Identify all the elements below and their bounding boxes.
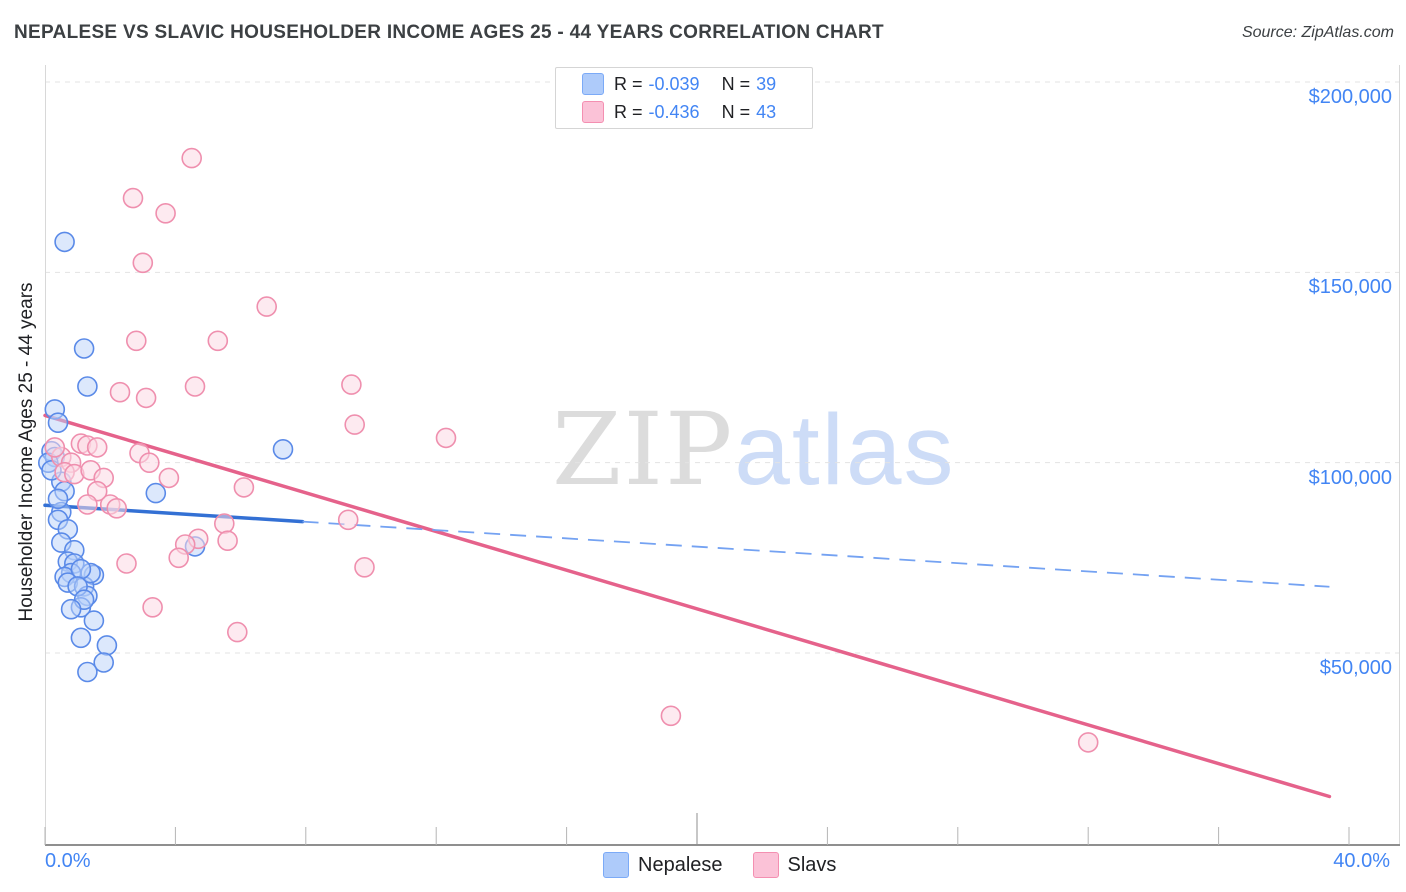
- correlation-legend-box: R = -0.039 N = 39 R = -0.436 N = 43: [555, 67, 813, 129]
- scatter-point-nepalese[interactable]: [47, 488, 69, 510]
- scatter-point-slavs[interactable]: [207, 330, 229, 352]
- scatter-point-slavs[interactable]: [341, 374, 362, 395]
- scatter-point-nepalese[interactable]: [272, 438, 294, 460]
- scatter-point-slavs[interactable]: [126, 330, 147, 352]
- y-tick-label-150k: $150,000: [1308, 276, 1392, 298]
- scatter-point-slavs[interactable]: [116, 553, 137, 574]
- watermark-zip: ZIP: [552, 391, 735, 508]
- legend-row-nepalese: R = -0.039 N = 39: [582, 73, 812, 95]
- y-axis-title: Householder Income Ages 25 - 44 years: [16, 282, 37, 622]
- scatter-point-slavs[interactable]: [158, 467, 180, 489]
- scatter-point-slavs[interactable]: [109, 381, 131, 403]
- scatter-point-nepalese[interactable]: [60, 598, 82, 620]
- scatter-point-slavs[interactable]: [184, 376, 206, 397]
- r-label: R =: [614, 73, 643, 94]
- scatter-point-slavs[interactable]: [227, 621, 248, 643]
- y-tick-label-200k: $200,000: [1308, 86, 1392, 108]
- scatter-point-nepalese[interactable]: [83, 610, 105, 631]
- slavs-legend-swatch-icon: [752, 852, 779, 878]
- scatter-point-nepalese[interactable]: [145, 482, 167, 504]
- scatter-point-slavs[interactable]: [1077, 732, 1099, 753]
- slavs-swatch-icon: [582, 101, 604, 123]
- n-label: N =: [721, 101, 751, 122]
- zipatlas-watermark: ZIPatlas: [552, 400, 956, 501]
- nepalese-legend-swatch-icon: [603, 852, 629, 878]
- n-label: N =: [721, 73, 751, 94]
- x-axis-min-label: 0.0%: [45, 850, 91, 872]
- scatter-point-nepalese[interactable]: [70, 558, 92, 580]
- scatter-point-slavs[interactable]: [77, 494, 98, 515]
- y-tick-label-50k: $50,000: [1319, 657, 1392, 679]
- nepalese-swatch-icon: [582, 73, 604, 95]
- scatter-point-slavs[interactable]: [217, 530, 238, 552]
- scatter-point-slavs[interactable]: [660, 705, 682, 727]
- n-value-slavs: 43: [756, 101, 777, 122]
- r-value-nepalese: -0.039: [648, 73, 700, 94]
- source-attribution: Source: ZipAtlas.com: [1241, 24, 1394, 41]
- chart-title: NEPALESE VS SLAVIC HOUSEHOLDER INCOME AG…: [14, 22, 884, 43]
- r-label: R =: [614, 101, 643, 122]
- scatter-point-nepalese[interactable]: [77, 376, 98, 397]
- scatter-point-slavs[interactable]: [344, 414, 366, 435]
- r-value-slavs: -0.436: [648, 101, 700, 122]
- legend-row-slavs: R = -0.436 N = 43: [582, 101, 812, 123]
- scatter-point-slavs[interactable]: [214, 513, 235, 534]
- scatter-point-nepalese[interactable]: [73, 338, 95, 359]
- scatter-point-slavs[interactable]: [44, 437, 66, 458]
- scatter-point-slavs[interactable]: [181, 147, 202, 169]
- scatter-point-slavs[interactable]: [106, 497, 127, 519]
- n-value-nepalese: 39: [756, 73, 777, 94]
- slavs-legend-label: Slavs: [787, 853, 837, 876]
- scatter-point-nepalese[interactable]: [47, 412, 69, 434]
- watermark-atlas: atlas: [734, 394, 956, 506]
- scatter-point-nepalese[interactable]: [70, 627, 92, 649]
- scatter-point-slavs[interactable]: [155, 203, 176, 224]
- trend-line-slavs: [43, 413, 1332, 799]
- scatter-point-slavs[interactable]: [354, 556, 375, 578]
- series-legend: Nepalese Slavs: [603, 852, 866, 878]
- scatter-point-nepalese[interactable]: [93, 652, 114, 673]
- nepalese-legend-label: Nepalese: [638, 853, 723, 876]
- scatter-point-slavs[interactable]: [233, 477, 255, 498]
- scatter-point-slavs[interactable]: [435, 427, 457, 449]
- x-axis-max-label: 40.0%: [1333, 850, 1390, 872]
- y-tick-label-100k: $100,000: [1308, 467, 1392, 489]
- scatter-point-slavs[interactable]: [139, 452, 160, 474]
- scatter-point-nepalese[interactable]: [54, 231, 75, 253]
- scatter-point-slavs[interactable]: [86, 437, 108, 458]
- scatter-point-slavs[interactable]: [142, 596, 163, 618]
- trend-line-nepalese-dashed: [302, 520, 1330, 588]
- scatter-point-nepalese[interactable]: [96, 635, 118, 656]
- scatter-point-slavs[interactable]: [168, 547, 189, 569]
- scatter-point-slavs[interactable]: [135, 387, 157, 409]
- scatter-point-slavs[interactable]: [122, 187, 144, 209]
- scatter-point-slavs[interactable]: [256, 296, 278, 317]
- scatter-point-nepalese[interactable]: [77, 661, 98, 683]
- scatter-point-slavs[interactable]: [337, 509, 359, 531]
- scatter-point-slavs[interactable]: [132, 252, 154, 274]
